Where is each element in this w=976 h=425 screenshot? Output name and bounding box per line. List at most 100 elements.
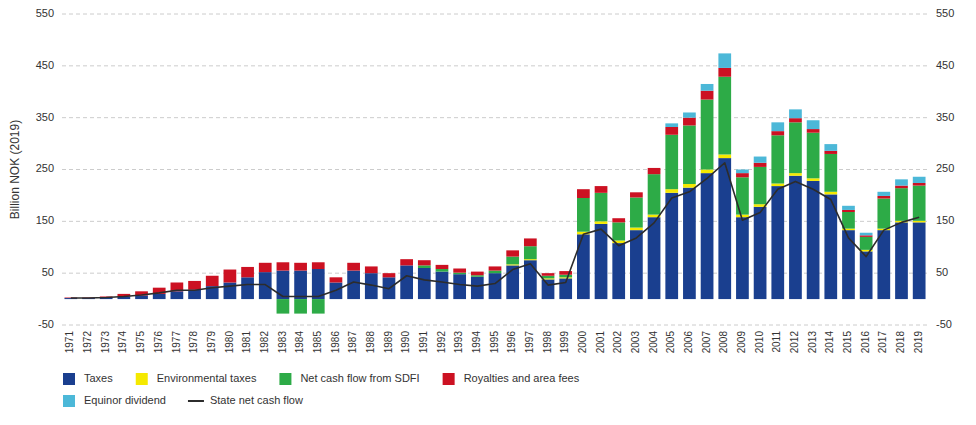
x-tick-label: 1988 — [365, 331, 376, 354]
bar-segment — [365, 266, 378, 267]
bar-segment — [789, 176, 802, 299]
bar-segment — [701, 173, 714, 299]
bar-segment — [241, 267, 254, 277]
x-tick-label: 2003 — [630, 331, 641, 354]
y-tick-label: 450 — [36, 59, 54, 71]
chart: -50-505050150150250250350350450450550550… — [0, 0, 976, 425]
y-tick-label: 250 — [36, 162, 54, 174]
bar-segment — [718, 53, 731, 68]
x-tick-label: 1999 — [559, 331, 570, 354]
bar-segment — [754, 163, 767, 167]
bar-segment — [595, 193, 608, 222]
x-tick-label: 1996 — [506, 331, 517, 354]
bar-segment — [506, 250, 519, 256]
bar-segment — [665, 123, 678, 127]
bar-segment — [754, 157, 767, 163]
x-tick-label: 1991 — [418, 331, 429, 354]
bar-segment — [789, 109, 802, 118]
legend-label: Net cash flow from SDFI — [300, 372, 419, 384]
bar-segment — [241, 277, 254, 299]
bar-segment — [224, 270, 237, 283]
x-tick-label: 1994 — [471, 331, 482, 354]
bar-segment — [542, 273, 555, 274]
bar-segment — [400, 265, 413, 299]
bar-segment — [453, 274, 466, 299]
bar-segment — [506, 250, 519, 251]
bar-segment — [117, 293, 130, 294]
bar-segment — [789, 122, 802, 173]
y-tick-label: 550 — [36, 7, 54, 19]
bar-segment — [312, 262, 325, 263]
bar-segment — [824, 144, 837, 151]
x-tick-label: 1992 — [436, 331, 447, 354]
bar-segment — [489, 266, 502, 267]
bar-segment — [224, 269, 237, 270]
bar-segment — [612, 243, 625, 299]
bar-segment — [400, 259, 413, 260]
bar-segment — [718, 77, 731, 155]
x-tick-label: 2015 — [842, 331, 853, 354]
bar-segment — [877, 196, 890, 199]
bar-segment — [842, 230, 855, 299]
y2-tick-label: 450 — [936, 59, 954, 71]
bar-segment — [860, 235, 873, 237]
bar-segment — [206, 276, 219, 286]
bar-segment — [506, 257, 519, 265]
legend: TaxesEnvironmental taxesNet cash flow fr… — [63, 372, 580, 407]
x-tick-label: 1983 — [277, 331, 288, 354]
bar-segment — [595, 221, 608, 224]
x-tick-label: 1972 — [82, 331, 93, 354]
bar-segment — [807, 178, 820, 181]
bar-segment — [789, 173, 802, 176]
bar-segment — [436, 272, 449, 299]
bar-segment — [277, 271, 290, 300]
bar-segment — [418, 260, 431, 265]
bar-segment — [754, 207, 767, 299]
x-tick-label: 1989 — [383, 331, 394, 354]
y-axis-label: Billion NOK (2019) — [8, 120, 22, 219]
bar-segment — [665, 127, 678, 135]
x-tick-label: 1993 — [453, 331, 464, 354]
bar-segment — [524, 238, 537, 239]
legend-swatch — [136, 373, 148, 385]
legend-label: State net cash flow — [210, 394, 303, 406]
y2-tick-label: 150 — [936, 214, 954, 226]
bar-segment — [241, 266, 254, 267]
bar-segment — [347, 263, 360, 271]
bar-segment — [913, 183, 926, 186]
grid-line — [62, 325, 928, 326]
bar-segment — [277, 262, 290, 263]
bar-segment — [171, 282, 184, 283]
bar-segment — [718, 68, 731, 77]
bar-segment — [701, 84, 714, 91]
x-tick-label: 1978 — [188, 331, 199, 354]
bar-segment — [842, 210, 855, 212]
bar-segment — [347, 262, 360, 263]
bar-segment — [188, 290, 201, 299]
x-tick-label: 2018 — [895, 331, 906, 354]
y2-tick-label: 50 — [936, 266, 948, 278]
bar-segment — [188, 281, 201, 290]
legend-swatch — [443, 373, 455, 385]
bar-segment — [895, 186, 908, 189]
grid — [62, 14, 928, 325]
bar-segment — [701, 91, 714, 100]
x-tick-label: 2004 — [648, 331, 659, 354]
bar-segment — [842, 212, 855, 229]
bar-segment — [506, 264, 519, 265]
bar-segment — [612, 218, 625, 222]
bar-segment — [471, 271, 484, 272]
x-tick-label: 2019 — [913, 331, 924, 354]
bar-segment — [754, 167, 767, 204]
y-tick-label: -50 — [38, 318, 54, 330]
bar-segment — [383, 273, 396, 274]
bar-segment — [648, 174, 661, 214]
bar-segment — [665, 189, 678, 193]
x-tick-label: 2013 — [807, 331, 818, 354]
bar-segment — [524, 259, 537, 260]
bar-segment — [471, 277, 484, 299]
bar-segment — [312, 299, 325, 314]
bar-segment — [913, 186, 926, 221]
bar-segment — [701, 170, 714, 174]
bar-segment — [577, 189, 590, 190]
